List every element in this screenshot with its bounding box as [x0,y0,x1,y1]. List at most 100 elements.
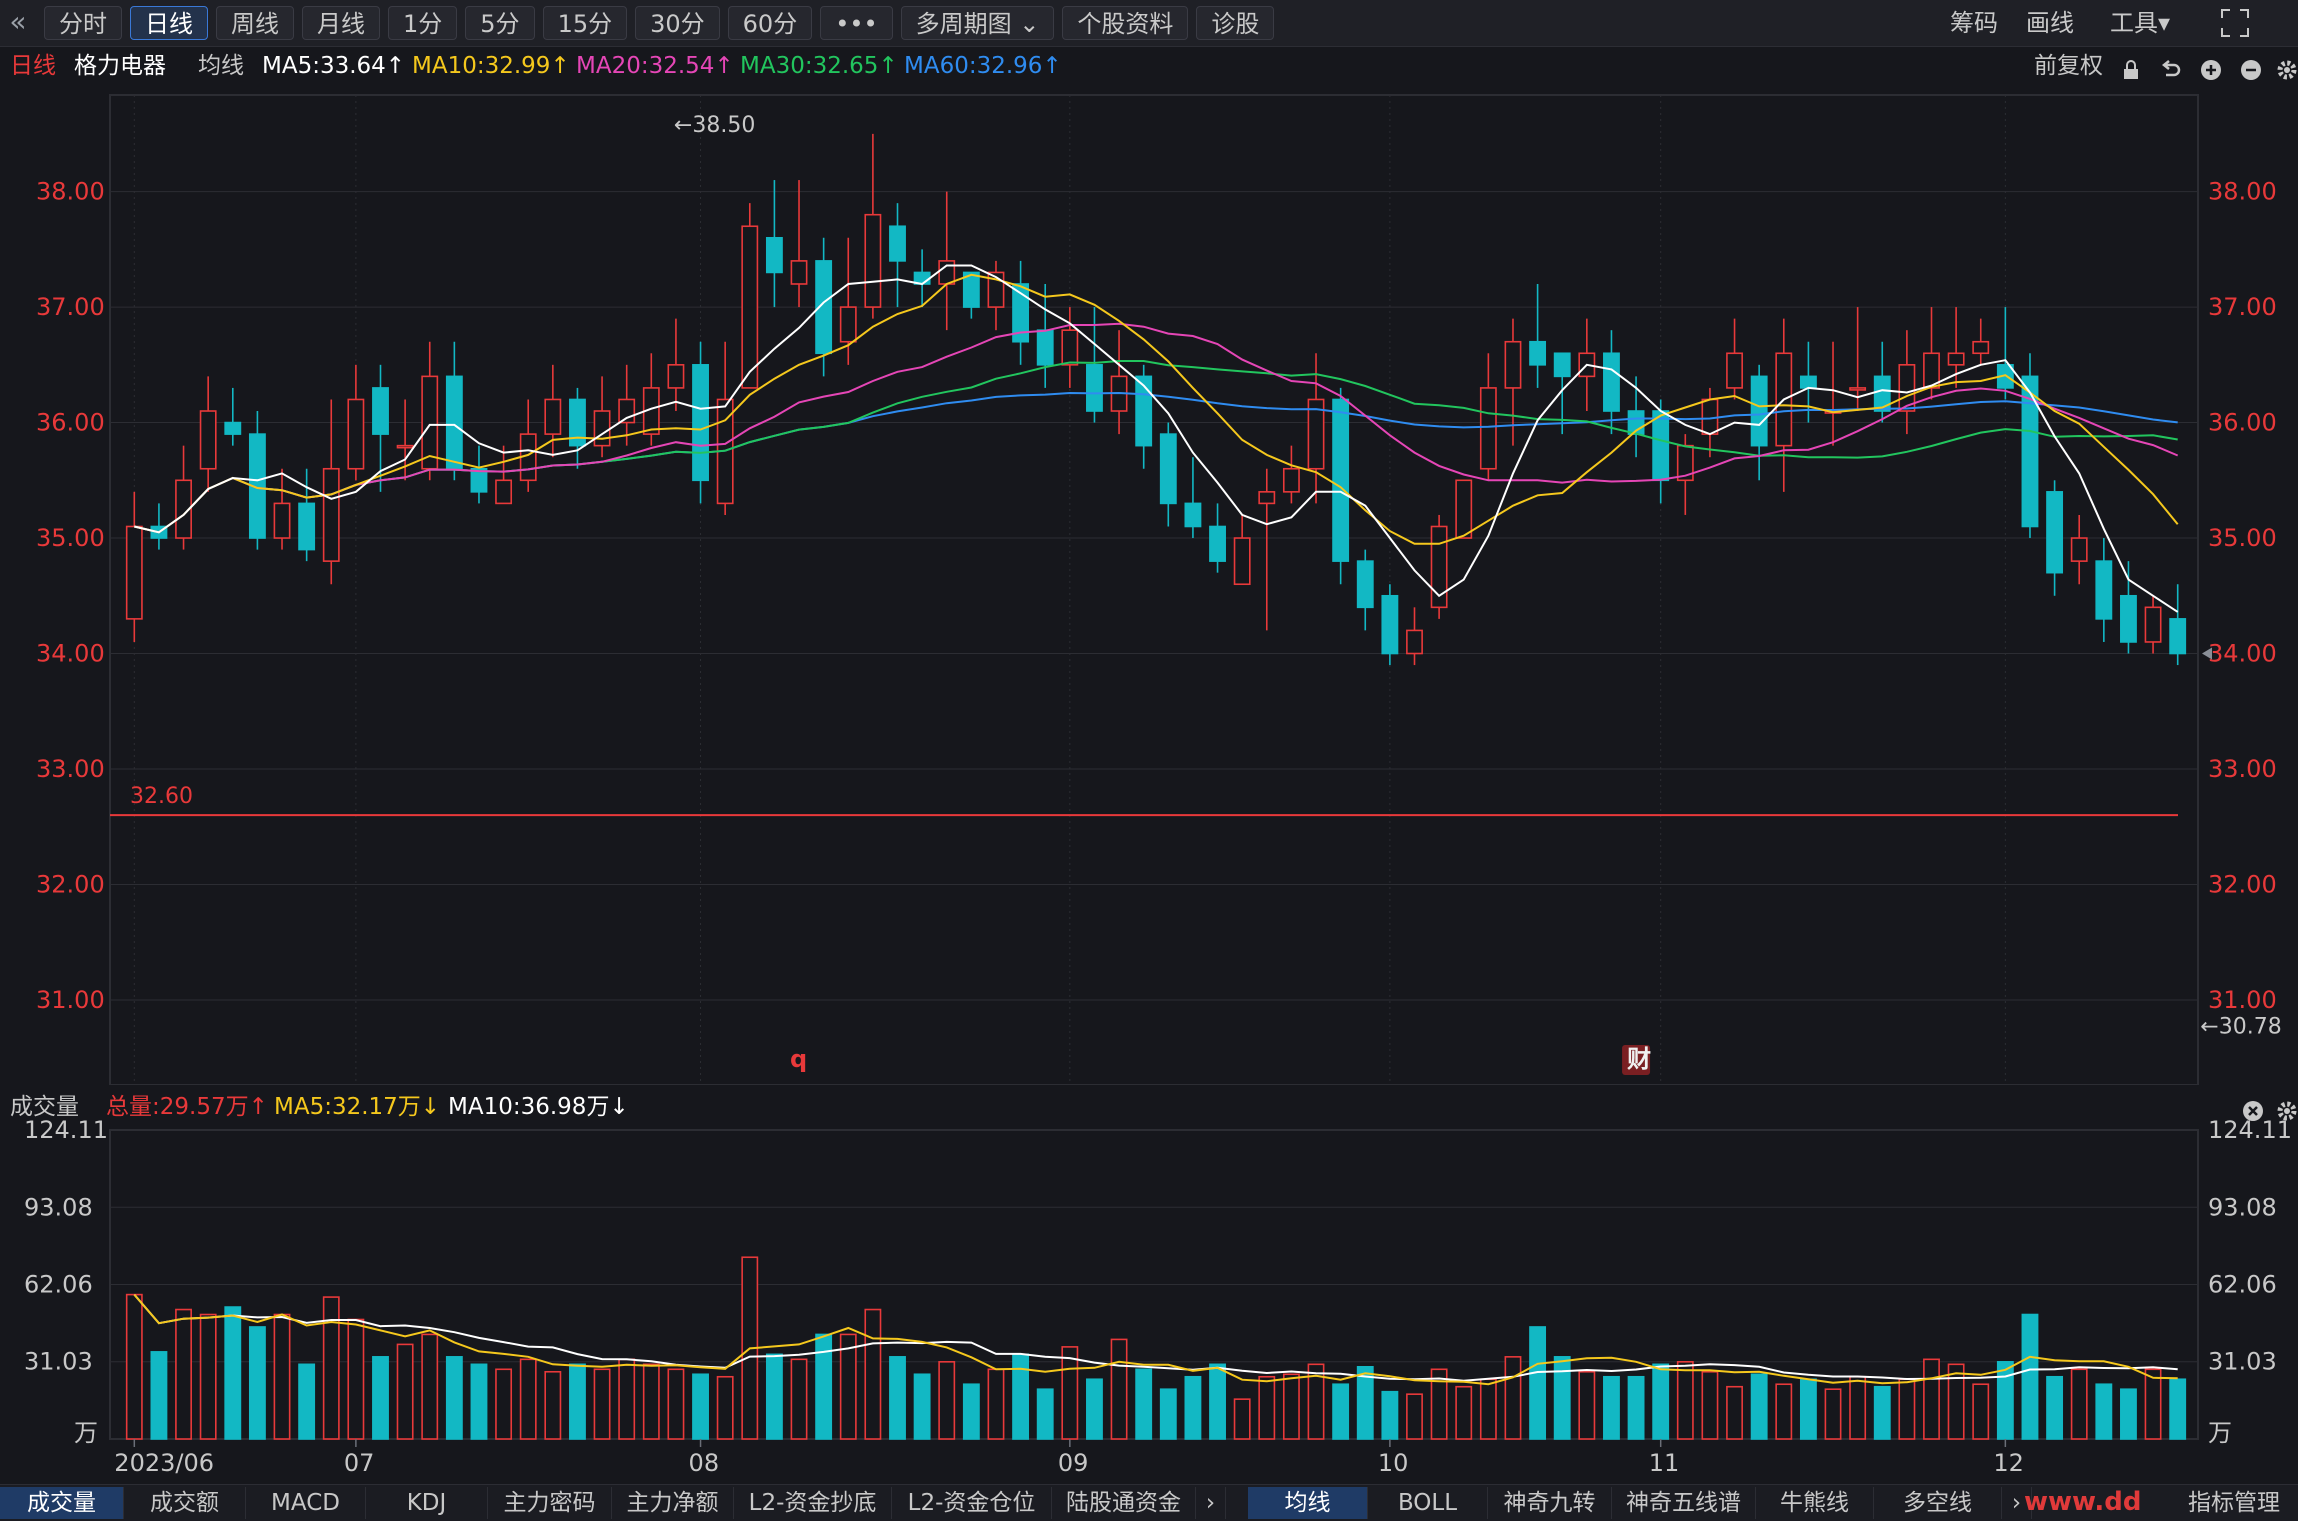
tab-monthly[interactable]: 月线 [302,6,380,40]
volume-bar [1455,1385,1473,1440]
candle-body [741,225,759,389]
volume-bar [1750,1373,1768,1440]
tab-l2-position[interactable]: L2-资金仓位 [892,1487,1052,1519]
candle-body [347,398,365,470]
chevron-right-icon-2[interactable]: › [2002,1487,2032,1519]
candle-body [2169,618,2187,655]
volume-bar [1627,1375,1645,1440]
candle-body [1947,352,1965,366]
volume-tick-right: 31.03 [2208,1348,2277,1376]
undo-icon[interactable] [2160,55,2182,93]
candle-body [1529,340,1547,366]
price-tick-left: 35.00 [36,524,105,552]
tab-fenshi[interactable]: 分时 [44,6,122,40]
candle-body [1381,594,1399,655]
ma10-line [134,273,2179,545]
tab-bull-bear[interactable]: 牛熊线 [1756,1487,1874,1519]
candle-body [1504,340,1522,389]
volume-tick-left: 31.03 [24,1348,93,1376]
volume-bar [1430,1368,1448,1440]
tab-5min[interactable]: 5分 [465,6,535,40]
tab-volume[interactable]: 成交量 [0,1487,124,1519]
volume-tick-right: 93.08 [2208,1193,2277,1221]
candle-body [495,479,513,505]
tab-macd[interactable]: MACD [246,1487,366,1519]
candle-body [372,387,389,435]
draw-button[interactable]: 画线 [2026,9,2074,37]
fullscreen-icon[interactable] [2218,6,2252,40]
tab-five-lines[interactable]: 神奇五线谱 [1612,1487,1756,1519]
lock-icon[interactable] [2120,55,2142,93]
indicator-manager-button[interactable]: 指标管理 [2188,1490,2280,1516]
volume-bar [864,1308,882,1440]
volume-bar [1849,1375,1867,1440]
date-label: 07 [344,1449,375,1477]
tab-1min[interactable]: 1分 [388,6,458,40]
stock-profile-button[interactable]: 个股资料 [1062,6,1189,40]
tab-turnover[interactable]: 成交额 [124,1487,246,1519]
volume-ma5-line [133,1293,2178,1386]
ma30-value: MA30:32.65↑ [740,53,898,79]
volume-bar [1553,1356,1571,1440]
volume-bar [1135,1368,1153,1440]
volume-settings-icon[interactable] [2276,1096,2298,1134]
volume-bar [1529,1326,1547,1440]
volume-bar [347,1318,365,1440]
price-chart[interactable]: 38.00 38.00 37.00 37.00 36.00 36.00 35.00 35.00… [0,85,2298,1085]
price-tick-right: 36.00 [2208,409,2277,437]
ma20-line [134,322,2179,534]
volume-bar [1578,1370,1596,1440]
diagnose-button[interactable]: 诊股 [1196,6,1275,40]
tab-main-net[interactable]: 主力净额 [612,1487,734,1519]
close-icon[interactable] [2242,1096,2264,1134]
double-chevron-left-icon[interactable]: « [9,5,27,38]
volume-bar [1652,1363,1670,1440]
price-tick-right: 31.00 [2208,986,2277,1014]
multi-period-dropdown[interactable]: 多周期图 ⌄ [900,6,1055,40]
candle-body [692,364,709,482]
candle-body [889,225,906,262]
candle-body [1898,364,1916,412]
tab-l2-bottom[interactable]: L2-资金抄底 [734,1487,892,1519]
tab-northbound[interactable]: 陆股通资金 [1052,1487,1196,1519]
candle-body [1726,352,1743,389]
settings-icon[interactable] [2276,55,2298,93]
tab-15min[interactable]: 15分 [542,6,628,40]
volume-bar [470,1363,488,1440]
event-marker: 财 [1627,1045,1651,1073]
chips-button[interactable]: 筹码 [1950,9,1998,37]
indicator-info-line: 日线 格力电器 均线 MA5:33.64↑ MA10:32.99↑ MA20:3… [0,47,2298,85]
chevron-right-icon[interactable]: › [1196,1487,1226,1519]
volume-chart[interactable]: 124.11 124.11 93.08 93.08 62.06 62.06 31.03 31.… [0,1085,2298,1484]
volume-bar [1110,1338,1128,1440]
tab-long-short[interactable]: 多空线 [1874,1487,2002,1519]
volume-bar [273,1313,291,1440]
candle-body [1652,410,1670,482]
volume-bar [618,1358,636,1440]
tab-weekly[interactable]: 周线 [216,6,294,40]
tab-boll[interactable]: BOLL [1368,1487,1488,1519]
volume-bar [1307,1363,1325,1440]
adjust-mode[interactable]: 前复权 [2034,53,2103,79]
tab-main-code[interactable]: 主力密码 [488,1487,612,1519]
tools-dropdown[interactable]: 工具▾ [2110,9,2171,37]
tab-td-nine[interactable]: 神奇九转 [1488,1487,1612,1519]
tab-60min[interactable]: 60分 [727,6,813,40]
zoom-out-icon[interactable] [2240,55,2262,93]
zoom-in-icon[interactable] [2200,55,2222,93]
candle-body [544,398,562,435]
date-label: 2023/06 [114,1449,214,1477]
volume-bar [1504,1356,1522,1440]
price-tick-left: 38.00 [36,178,105,206]
ma-label[interactable]: 均线 [198,53,244,79]
candle-body [1233,537,1251,586]
tab-kdj[interactable]: KDJ [366,1487,488,1519]
candle-body [298,502,316,551]
tab-daily[interactable]: 日线 [130,6,208,40]
tab-ma[interactable]: 均线 [1248,1487,1368,1519]
candle-body [1701,398,1719,435]
more-periods-button[interactable]: ••• [820,6,893,40]
watermark: www.dd [2024,1487,2142,1517]
candle-body [667,364,685,389]
tab-30min[interactable]: 30分 [635,6,720,40]
